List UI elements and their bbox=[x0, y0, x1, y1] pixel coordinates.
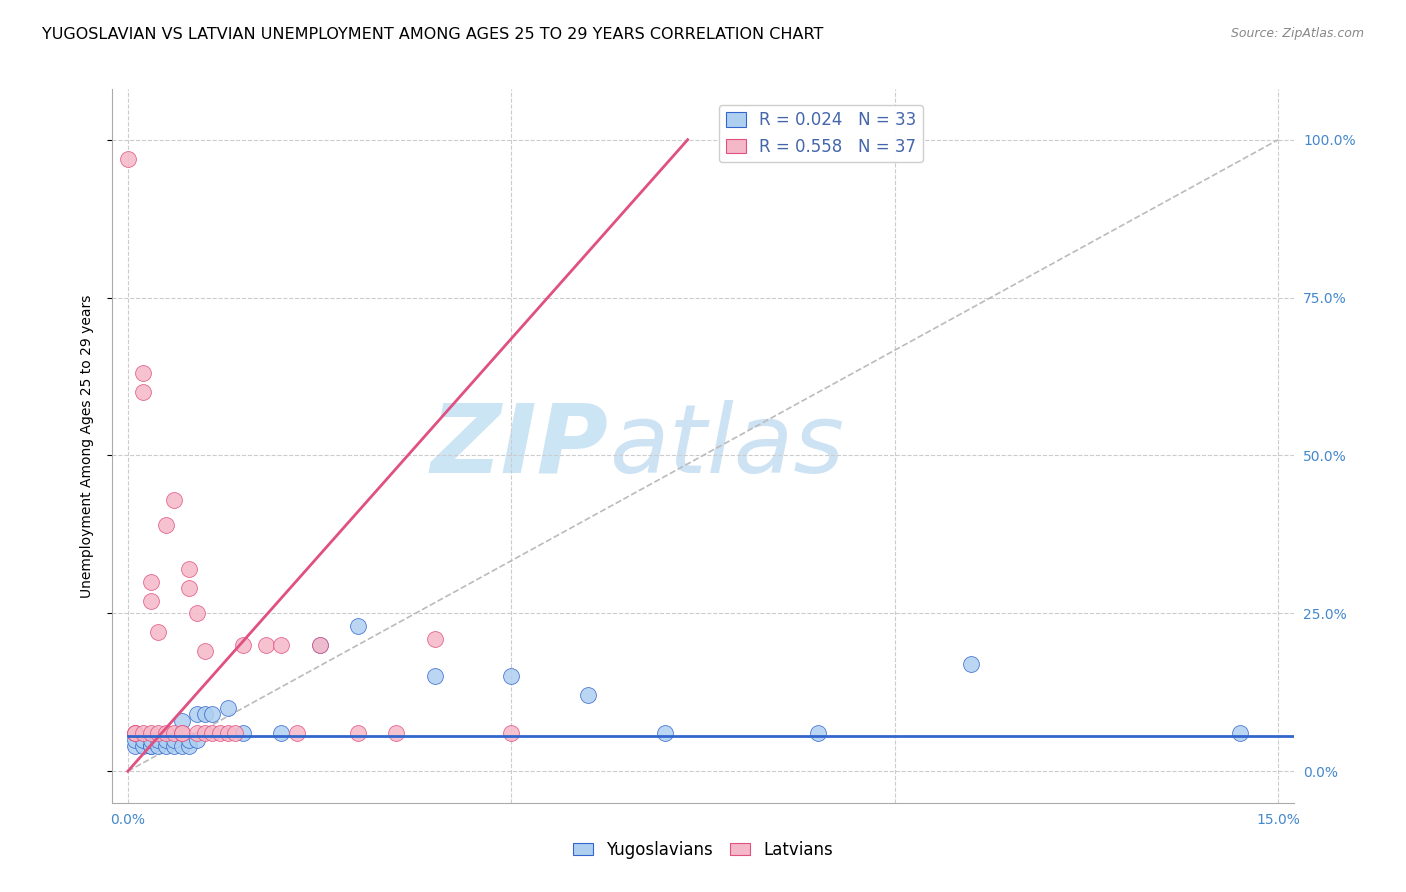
Point bbox=[170, 739, 193, 753]
Point bbox=[347, 726, 370, 740]
Point bbox=[654, 726, 676, 740]
Point bbox=[124, 726, 146, 740]
Point bbox=[148, 739, 170, 753]
Point bbox=[193, 707, 215, 722]
Point bbox=[807, 726, 830, 740]
Point bbox=[124, 732, 146, 747]
Point bbox=[186, 607, 208, 621]
Y-axis label: Unemployment Among Ages 25 to 29 years: Unemployment Among Ages 25 to 29 years bbox=[80, 294, 94, 598]
Point bbox=[385, 726, 408, 740]
Point bbox=[254, 638, 277, 652]
Point bbox=[193, 726, 215, 740]
Point bbox=[224, 726, 246, 740]
Text: ZIP: ZIP bbox=[430, 400, 609, 492]
Point bbox=[179, 732, 201, 747]
Point bbox=[347, 619, 370, 633]
Point bbox=[501, 726, 523, 740]
Point bbox=[139, 574, 162, 589]
Point bbox=[217, 701, 239, 715]
Point bbox=[132, 732, 155, 747]
Point bbox=[155, 517, 177, 532]
Point bbox=[163, 732, 186, 747]
Point bbox=[132, 385, 155, 400]
Point bbox=[186, 726, 208, 740]
Point bbox=[132, 739, 155, 753]
Point bbox=[117, 152, 139, 166]
Text: atlas: atlas bbox=[609, 400, 844, 492]
Point bbox=[148, 625, 170, 640]
Point bbox=[170, 726, 193, 740]
Point bbox=[232, 726, 254, 740]
Point bbox=[139, 726, 162, 740]
Point bbox=[423, 632, 446, 646]
Point bbox=[124, 739, 146, 753]
Point bbox=[148, 726, 170, 740]
Point bbox=[186, 707, 208, 722]
Point bbox=[139, 732, 162, 747]
Point bbox=[124, 726, 146, 740]
Point bbox=[308, 638, 330, 652]
Point bbox=[179, 581, 201, 595]
Point bbox=[155, 732, 177, 747]
Point bbox=[139, 593, 162, 607]
Text: Source: ZipAtlas.com: Source: ZipAtlas.com bbox=[1230, 27, 1364, 40]
Point bbox=[163, 492, 186, 507]
Point bbox=[170, 726, 193, 740]
Point bbox=[576, 689, 599, 703]
Point bbox=[270, 726, 292, 740]
Point bbox=[201, 726, 224, 740]
Point bbox=[139, 739, 162, 753]
Point bbox=[132, 367, 155, 381]
Point bbox=[132, 726, 155, 740]
Point bbox=[270, 638, 292, 652]
Point bbox=[960, 657, 983, 671]
Point bbox=[186, 732, 208, 747]
Point bbox=[217, 726, 239, 740]
Point bbox=[148, 732, 170, 747]
Point bbox=[201, 707, 224, 722]
Point bbox=[124, 726, 146, 740]
Point bbox=[155, 739, 177, 753]
Point bbox=[179, 739, 201, 753]
Point bbox=[163, 739, 186, 753]
Point bbox=[155, 726, 177, 740]
Point bbox=[139, 739, 162, 753]
Point bbox=[163, 726, 186, 740]
Point bbox=[208, 726, 231, 740]
Point bbox=[179, 562, 201, 576]
Point bbox=[1229, 726, 1251, 740]
Point bbox=[423, 669, 446, 683]
Point bbox=[232, 638, 254, 652]
Point bbox=[285, 726, 308, 740]
Text: YUGOSLAVIAN VS LATVIAN UNEMPLOYMENT AMONG AGES 25 TO 29 YEARS CORRELATION CHART: YUGOSLAVIAN VS LATVIAN UNEMPLOYMENT AMON… bbox=[42, 27, 824, 42]
Legend: Yugoslavians, Latvians: Yugoslavians, Latvians bbox=[567, 835, 839, 866]
Point bbox=[170, 714, 193, 728]
Point bbox=[193, 644, 215, 658]
Point bbox=[501, 669, 523, 683]
Point bbox=[308, 638, 330, 652]
